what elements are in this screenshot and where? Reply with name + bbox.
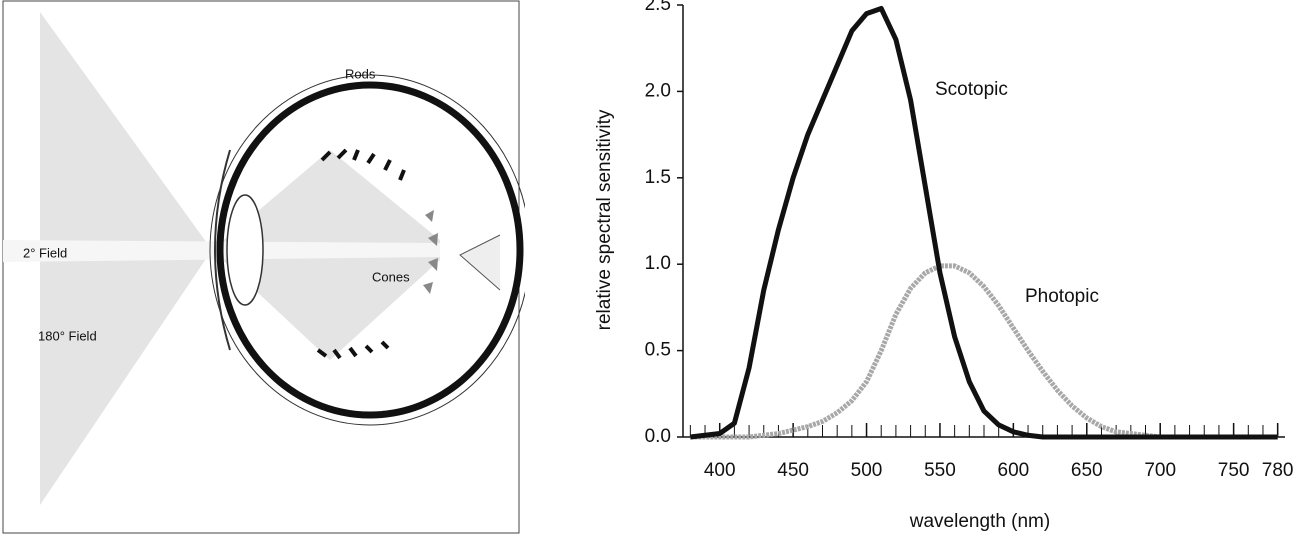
label: 2° Field bbox=[23, 245, 67, 260]
label: Cones bbox=[372, 269, 410, 284]
y-axis-label: relative spectral sensitivity bbox=[594, 109, 615, 330]
line-series bbox=[690, 5, 1278, 440]
eyeball bbox=[216, 81, 524, 419]
x-tick-label: 550 bbox=[924, 460, 956, 481]
x-tick-label: 500 bbox=[851, 460, 883, 481]
y-tick-label: 1.0 bbox=[645, 253, 671, 274]
x-tick-label: 400 bbox=[704, 460, 736, 481]
sclera bbox=[209, 74, 525, 426]
label: Rods bbox=[345, 66, 376, 81]
cones bbox=[423, 210, 438, 294]
rods bbox=[316, 148, 406, 360]
y-tick-label: 2.5 bbox=[645, 0, 671, 15]
lens bbox=[226, 194, 264, 306]
x-tick-label: 650 bbox=[1071, 460, 1103, 481]
optic-nerve bbox=[459, 234, 501, 291]
x-tick-label: 700 bbox=[1144, 460, 1176, 481]
chart: relative spectral sensitivity wavelength… bbox=[594, 0, 1294, 532]
eye-diagram: Rods Cones 2° Field 180° Field bbox=[2, 0, 525, 534]
annotation: Scotopic bbox=[935, 79, 1008, 100]
y-tick-label: 0.0 bbox=[645, 426, 671, 447]
y-tick-label: 1.5 bbox=[645, 167, 671, 188]
x-tick-label: 750 bbox=[1218, 460, 1250, 481]
x-tick-label: 600 bbox=[998, 460, 1030, 481]
y-tick-label: 0.5 bbox=[645, 340, 671, 361]
annotation: Photopic bbox=[1025, 286, 1099, 307]
x-tick-label: 780 bbox=[1262, 460, 1294, 481]
cornea bbox=[214, 149, 231, 351]
label: 180° Field bbox=[38, 328, 97, 343]
x-axis-label: wavelength (nm) bbox=[909, 511, 1050, 532]
x-tick-label: 450 bbox=[777, 460, 809, 481]
y-tick-label: 2.0 bbox=[645, 80, 671, 101]
